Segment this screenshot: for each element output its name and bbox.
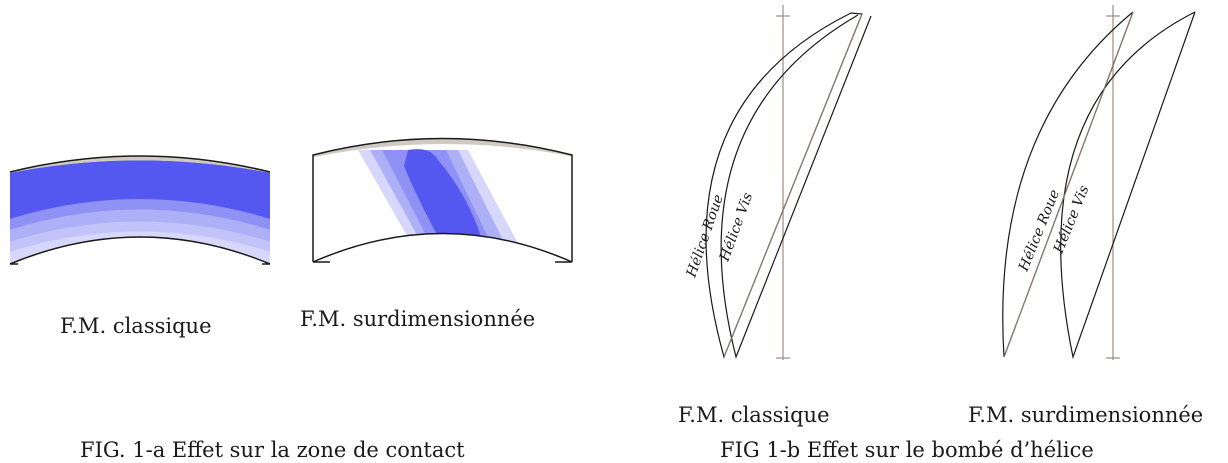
helix-worm-classic: [720, 14, 872, 359]
helix-worm-oversized: [1060, 11, 1196, 360]
caption-fig-1b: FIG 1-b Effet sur le bombé d’hélice: [720, 438, 1094, 462]
contact-zone-classic: [9, 155, 271, 265]
tooth-outline-classic: [9, 155, 271, 265]
tooth-outline-oversized: [312, 137, 573, 263]
caption-fig-1a: FIG. 1-a Effet sur la zone de contact: [80, 438, 465, 462]
helix-wheel-oversized: [1002, 11, 1134, 358]
label-oversized-a: F.M. surdimensionnée: [300, 307, 535, 331]
contact-zone-oversized: [312, 137, 573, 263]
helix-wheel-classic: [705, 12, 863, 359]
label-classic-a: F.M. classique: [60, 314, 212, 338]
helix-wheel-label-classic: Hélice Roue: [683, 192, 727, 280]
label-classic-b: F.M. classique: [678, 403, 830, 427]
helix-crown-classic: Hélice Roue Hélice Vis: [683, 5, 872, 360]
helix-crown-oversized: Hélice Roue Hélice Vis: [1002, 5, 1196, 360]
label-oversized-b: F.M. surdimensionnée: [968, 403, 1203, 427]
